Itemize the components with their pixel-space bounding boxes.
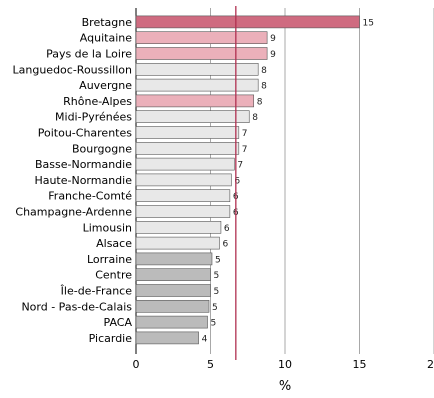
bar-nord-pas-de-calais (135, 299, 210, 313)
x-tick-labels: 0 5 10 15 20 (133, 358, 434, 371)
category-label: Aquitaine (80, 32, 132, 45)
value-label: 4 (202, 334, 208, 344)
bar-pays-de-la-loire (135, 47, 268, 60)
category-label: Champagne-Ardenne (15, 206, 132, 219)
value-label: 6 (222, 240, 228, 250)
category-labels: Bretagne Aquitaine Pays de la Loire Langued… (13, 16, 133, 345)
bar-picardie (135, 331, 199, 345)
bar-limousin (135, 221, 222, 234)
value-label: 6 (224, 224, 230, 234)
value-label: 8 (252, 113, 258, 123)
x-axis-title: % (279, 379, 291, 394)
value-label: 5 (215, 255, 221, 265)
x-tick-label-15: 15 (353, 358, 367, 371)
value-label: 8 (261, 66, 267, 76)
bar-auvergne (135, 78, 259, 92)
x-tick-label-5: 5 (207, 358, 214, 371)
bar-rh-ne-alpes (135, 94, 255, 108)
bar--le-de-france (135, 284, 211, 297)
category-label: Auvergne (79, 79, 132, 92)
category-label: Basse-Normandie (35, 158, 132, 171)
value-label: 8 (257, 97, 263, 107)
category-label: Centre (95, 269, 132, 282)
category-label: Pays de la Loire (46, 48, 132, 61)
x-tick-label-20: 20 (427, 358, 434, 371)
category-label: Nord - Pas-de-Calais (21, 300, 132, 313)
bar-aquitaine (135, 31, 268, 45)
x-tick-label-10: 10 (278, 358, 292, 371)
bars (135, 15, 360, 345)
value-label: 6 (234, 176, 240, 186)
category-label: Franche-Comté (48, 190, 132, 203)
category-label: Bretagne (82, 16, 133, 29)
bar-midi-pyr-n-es (135, 110, 250, 123)
category-label: Languedoc-Roussillon (13, 63, 133, 76)
bar-alsace (135, 236, 220, 250)
category-label: Picardie (89, 332, 133, 345)
bar-franche-comt- (135, 189, 231, 202)
category-label: Limousin (83, 221, 132, 234)
value-label: 7 (242, 129, 248, 139)
value-label: 9 (270, 50, 276, 60)
bar-lorraine (135, 252, 213, 266)
bar-languedoc-roussillon (135, 62, 259, 76)
bar-champagne-ardenne (135, 205, 231, 218)
category-label: PACA (104, 316, 133, 329)
category-label: Alsace (96, 237, 132, 250)
x-tick-label-0: 0 (133, 358, 140, 371)
category-label: Lorraine (87, 253, 132, 266)
category-label: Poitou-Charentes (38, 127, 133, 140)
bar-basse-normandie (135, 157, 235, 171)
value-label: 5 (212, 303, 218, 313)
bar-haute-normandie (135, 173, 232, 187)
category-label: Bourgogne (72, 142, 132, 155)
bar-paca (135, 315, 208, 329)
category-label: Île-de-France (60, 285, 133, 298)
value-label: 8 (261, 82, 267, 92)
value-label: 7 (237, 161, 243, 171)
value-label: 15 (363, 18, 374, 28)
bar-bourgogne (135, 142, 240, 155)
bar-bretagne (135, 15, 360, 29)
value-label: 5 (214, 271, 220, 281)
bar-poitou-charentes (135, 126, 240, 139)
value-label: 5 (211, 319, 217, 329)
bar-centre (135, 268, 211, 282)
category-label: Midi-Pyrénées (55, 111, 132, 124)
category-label: Haute-Normandie (34, 174, 132, 187)
category-label: Rhône-Alpes (63, 95, 132, 108)
value-label: 9 (270, 34, 276, 44)
value-label: 5 (214, 287, 220, 297)
value-label: 7 (242, 145, 248, 155)
